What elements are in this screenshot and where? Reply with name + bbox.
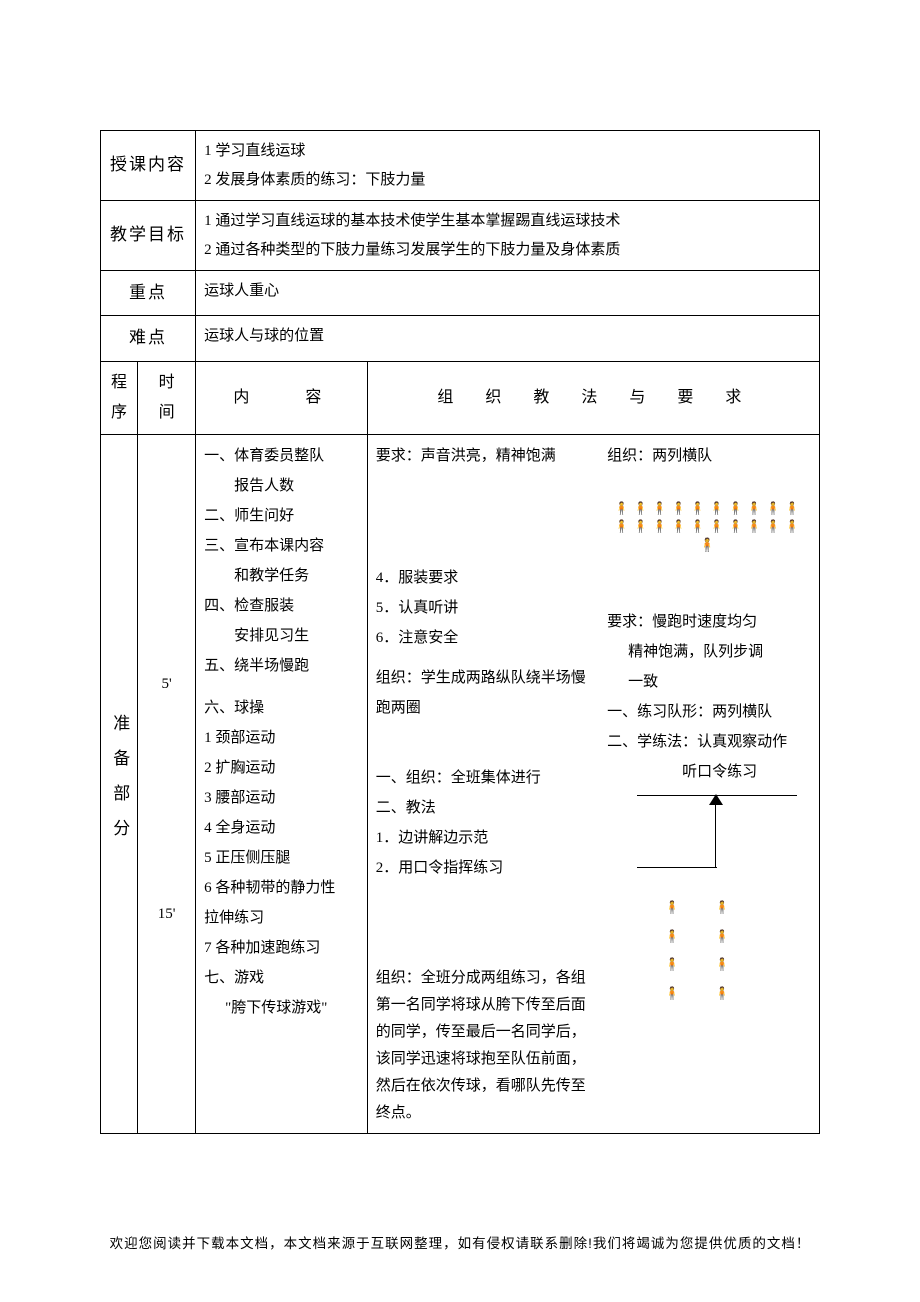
col-neirong: 内 容 (196, 361, 368, 435)
prep-section-label: 准备部分 (101, 435, 138, 1134)
col-zuzhi: 组 织 教 法 与 要 求 (367, 361, 819, 435)
nandian-label: 难点 (101, 316, 196, 361)
footer-text: 欢迎您阅读并下载本文档，本文档来源于互联网整理，如有侵权请联系删除!我们将竭诚为… (0, 1232, 920, 1252)
shouke-neirong-label: 授课内容 (101, 131, 196, 201)
prep-content: 一、体育委员整队 报告人数 二、师生问好 三、宣布本课内容 和教学任务 四、检查… (196, 435, 368, 1134)
prep-right: 组织：两列横队 🧍🧍🧍🧍🧍🧍🧍🧍🧍🧍 🧍🧍🧍🧍🧍🧍🧍🧍🧍🧍 🧍 要求：慢跑时速度… (599, 435, 819, 1134)
formation-diagram: 🧍🧍🧍🧍🧍🧍🧍🧍🧍🧍 (607, 499, 811, 517)
arrow-diagram (637, 795, 797, 885)
zhongdian-text: 运球人重心 (196, 271, 820, 316)
zhongdian-label: 重点 (101, 271, 196, 316)
col-shijian: 时 间 (138, 361, 196, 435)
prep-method: 要求：声音洪亮，精神饱满 4．服装要求 5．认真听讲 6．注意安全 组织：学生成… (367, 435, 599, 1134)
nandian-text: 运球人与球的位置 (196, 316, 820, 361)
col-chengxu: 程序 (101, 361, 138, 435)
prep-time: 5' 15' (138, 435, 196, 1134)
lesson-plan-table: 授课内容 1 学习直线运球 2 发展身体素质的练习：下肢力量 教学目标 1 通过… (100, 130, 820, 1134)
formation-diagram: 🧍🧍🧍🧍🧍🧍🧍🧍🧍🧍 (607, 517, 811, 535)
shouke-neirong-text: 1 学习直线运球 2 发展身体素质的练习：下肢力量 (196, 131, 820, 201)
teacher-icon: 🧍 (607, 535, 811, 555)
two-column-formation: 🧍🧍 🧍🧍 🧍🧍 🧍🧍 (647, 893, 811, 1008)
jiaoxue-mubiao-label: 教学目标 (101, 201, 196, 271)
jiaoxue-mubiao-text: 1 通过学习直线运球的基本技术使学生基本掌握踢直线运球技术 2 通过各种类型的下… (196, 201, 820, 271)
